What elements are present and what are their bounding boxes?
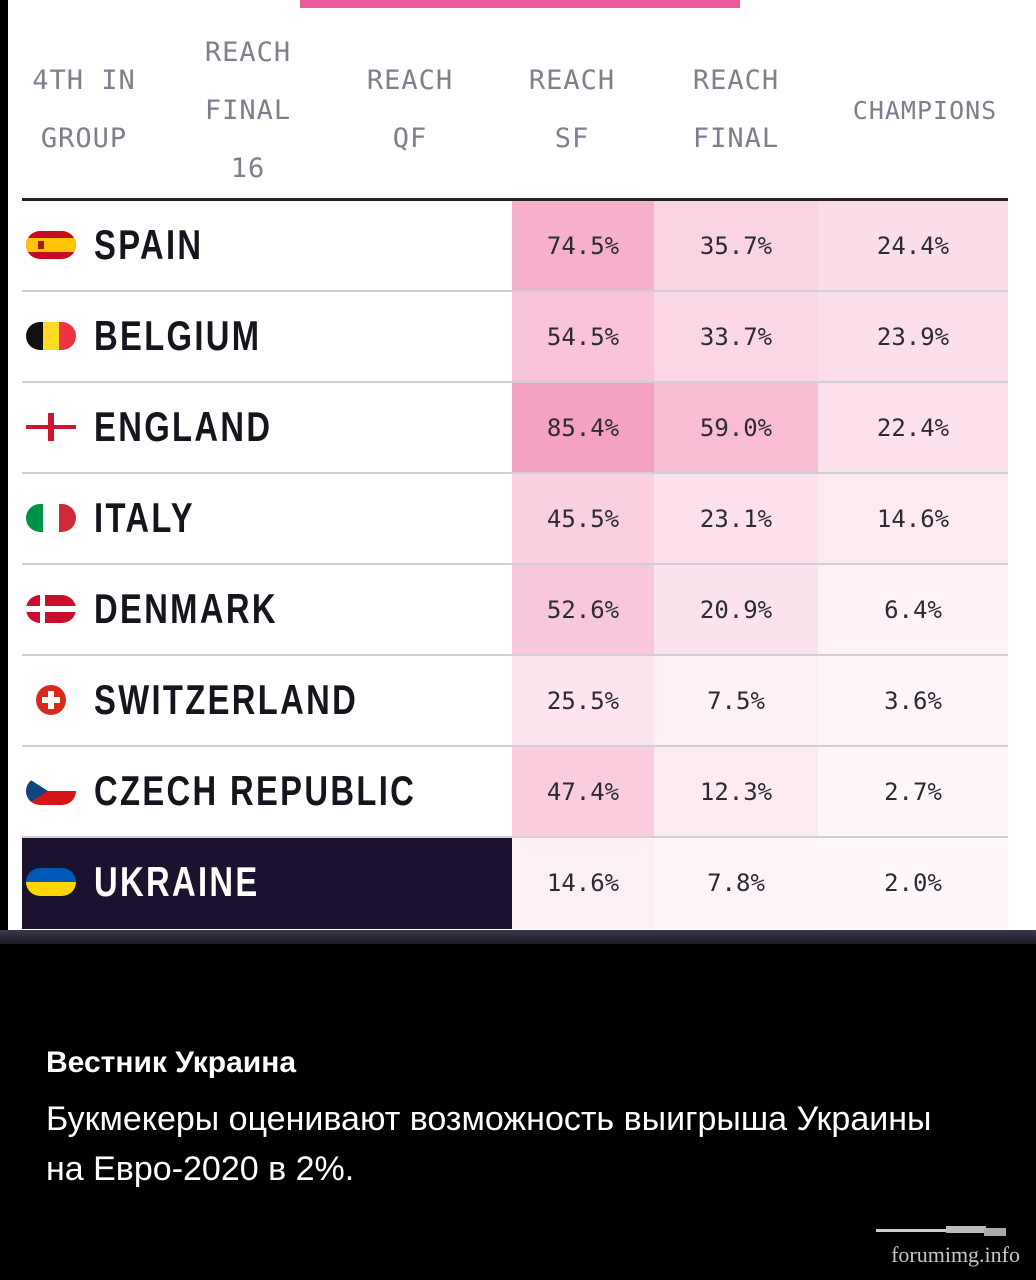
champions-cell: 22.4% (818, 383, 1008, 474)
team-name: SWITZERLAND (94, 676, 359, 723)
header-line: GROUP (40, 123, 128, 154)
watermark: forumimg.info (891, 1242, 1020, 1267)
champions-cell: 14.6% (818, 474, 1008, 565)
champions-cell: 3.6% (818, 656, 1008, 747)
table-row: BELGIUM 54.5% 33.7% 23.9% (22, 292, 1008, 383)
reach-sf-cell: 74.5% (512, 201, 654, 292)
row-divider (22, 836, 1008, 838)
reach-final-cell: 35.7% (654, 201, 818, 292)
row-divider (22, 745, 1008, 747)
header-line: 16 (230, 153, 266, 184)
reach-final-cell: 23.1% (654, 474, 818, 565)
row-divider (22, 290, 1008, 292)
row-divider (22, 654, 1008, 656)
frame-edge (0, 0, 8, 944)
row-divider (22, 381, 1008, 383)
team-name: DENMARK (94, 585, 278, 632)
header-divider (22, 198, 1008, 201)
table-row: ENGLAND 85.4% 59.0% 22.4% (22, 383, 1008, 474)
table-row: ITALY 45.5% 23.1% 14.6% (22, 474, 1008, 565)
belgium-flag-icon (26, 322, 76, 350)
reach-final-cell: 7.5% (654, 656, 818, 747)
header-line: REACH (204, 37, 292, 68)
rifle-icon (876, 1226, 1006, 1236)
header-line: REACH (528, 65, 616, 96)
header-line: REACH (366, 65, 454, 96)
team-name: ENGLAND (94, 403, 273, 450)
post-message: Букмекеры оценивают возможность выигрыша… (46, 1100, 932, 1188)
header-reach-sf: REACH SF (512, 52, 632, 168)
reach-final-cell: 33.7% (654, 292, 818, 383)
table-row: CZECH REPUBLIC 47.4% 12.3% 2.7% (22, 747, 1008, 838)
reach-sf-cell: 14.6% (512, 838, 654, 929)
reach-final-cell: 7.8% (654, 838, 818, 929)
row-divider (22, 563, 1008, 565)
header-reach-qf: REACH QF (350, 52, 470, 168)
table-row: DENMARK 52.6% 20.9% 6.4% (22, 565, 1008, 656)
italy-flag-icon (26, 504, 76, 532)
switzerland-flag-icon (36, 685, 66, 715)
header-champions: CHAMPIONS (830, 82, 1020, 140)
czech-flag-icon (26, 777, 76, 805)
reach-final-cell: 59.0% (654, 383, 818, 474)
reach-sf-cell: 54.5% (512, 292, 654, 383)
header-line: 4TH IN (32, 65, 136, 96)
stats-table-panel: 4TH IN GROUP REACH FINAL 16 REACH QF REA… (0, 0, 1036, 944)
england-flag-icon (26, 413, 76, 441)
reach-sf-cell: 47.4% (512, 747, 654, 838)
reach-sf-cell: 45.5% (512, 474, 654, 565)
ukraine-flag-icon (26, 868, 76, 896)
header-line: REACH (692, 65, 780, 96)
table-row: SPAIN 74.5% 35.7% 24.4% (22, 201, 1008, 292)
champions-cell: 23.9% (818, 292, 1008, 383)
reach-sf-cell: 85.4% (512, 383, 654, 474)
header-reach-final: REACH FINAL (674, 52, 798, 168)
table-row: UKRAINE 14.6% 7.8% 2.0% (22, 838, 1008, 929)
header-line: FINAL (204, 95, 292, 126)
row-divider (22, 472, 1008, 474)
highlight-background (22, 838, 512, 929)
header-line: SF (554, 123, 590, 154)
team-name: SPAIN (94, 221, 204, 268)
champions-cell: 2.0% (818, 838, 1008, 929)
header-line: FINAL (692, 123, 780, 154)
frame-edge (0, 930, 1036, 944)
header-4th-in-group: 4TH IN GROUP (24, 52, 144, 168)
reach-sf-cell: 52.6% (512, 565, 654, 656)
team-name: CZECH REPUBLIC (94, 767, 417, 814)
reach-final-cell: 20.9% (654, 565, 818, 656)
champions-cell: 24.4% (818, 201, 1008, 292)
denmark-flag-icon (26, 595, 76, 623)
header-line: QF (392, 123, 428, 154)
team-name: UKRAINE (94, 858, 260, 905)
team-name: ITALY (94, 494, 195, 541)
table-row: SWITZERLAND 25.5% 7.5% 3.6% (22, 656, 1008, 747)
team-name: BELGIUM (94, 312, 262, 359)
header-reach-final-16: REACH FINAL 16 (188, 24, 308, 198)
champions-cell: 6.4% (818, 565, 1008, 656)
spain-flag-icon (26, 231, 76, 259)
reach-final-cell: 12.3% (654, 747, 818, 838)
reach-sf-cell: 25.5% (512, 656, 654, 747)
champions-cell: 2.7% (818, 747, 1008, 838)
post-source: Вестник Украина (46, 1046, 297, 1079)
accent-bar (300, 0, 740, 8)
header-line: CHAMPIONS (852, 96, 998, 125)
